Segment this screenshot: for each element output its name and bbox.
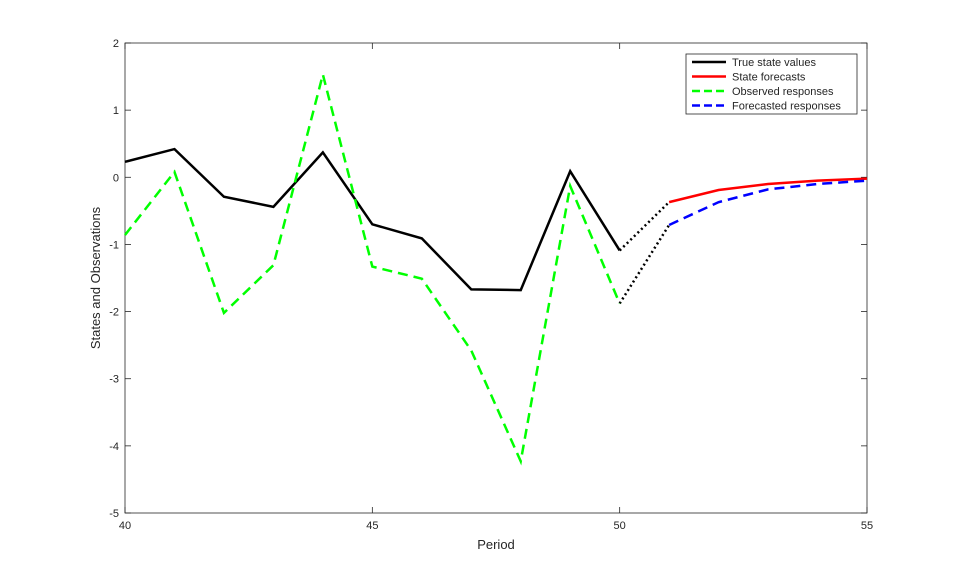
y-tick-label: 2	[113, 38, 119, 50]
series-line-0	[124, 147, 621, 292]
series-layer	[124, 69, 868, 466]
x-tick-label: 50	[614, 520, 626, 532]
x-axis-label: Period	[477, 537, 515, 552]
x-tick-label: 40	[119, 520, 131, 532]
legend: True state values State forecasts Observed…	[685, 53, 858, 115]
legend-label-0: True state values	[732, 57, 816, 69]
legend-label-1: State forecasts	[732, 72, 806, 84]
x-tick-label: 45	[366, 520, 378, 532]
series-line-1	[668, 177, 868, 204]
y-tick-label: -5	[109, 508, 119, 520]
y-tick-label: -2	[109, 307, 119, 319]
legend-label-3: Forecasted responses	[732, 101, 841, 113]
legend-box	[685, 53, 858, 115]
connector-line-0	[618, 201, 671, 252]
x-tick-label: 55	[861, 520, 873, 532]
y-tick-label: -3	[109, 374, 119, 386]
axis-ticks: 40 45 50 55 2 1 0 -1 -2 -3 -4 -5	[109, 38, 873, 532]
y-tick-label: -1	[109, 239, 119, 251]
plot-area	[124, 42, 868, 514]
y-tick-label: 1	[113, 105, 119, 117]
y-tick-label: 0	[113, 172, 119, 184]
y-tick-label: -4	[109, 441, 119, 453]
series-line-2	[124, 69, 621, 466]
legend-label-2: Observed responses	[732, 86, 834, 98]
y-axis-label: States and Observations	[88, 206, 103, 349]
connector-line-1	[618, 224, 671, 305]
series-line-3	[668, 179, 868, 227]
